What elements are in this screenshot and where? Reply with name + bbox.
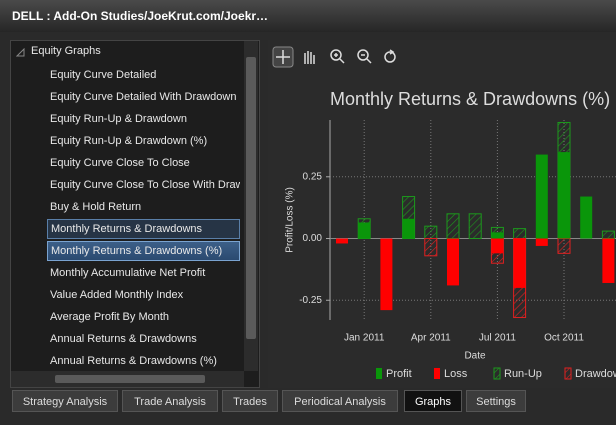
bar [402,218,415,239]
y-tick-label: 0.25 [303,171,323,182]
chart-panel: Monthly Returns & Drawdowns (%) Profit/L… [268,40,616,388]
legend-label: Loss [444,368,468,380]
tree-panel: Equity Graphs Equity Curve Detailed Equit… [10,40,260,388]
hand-tool[interactable] [304,51,315,64]
bar [424,238,438,257]
tab[interactable]: Periodical Analysis [282,390,398,412]
chart: Monthly Returns & Drawdowns (%) Profit/L… [272,46,616,380]
x-axis-label: Date [464,351,486,362]
tab[interactable]: Strategy Analysis [12,390,118,412]
bar [468,213,482,240]
x-tick-label: Oct 2011 [544,333,584,344]
bar [336,238,348,244]
bar [447,238,459,286]
bar [513,228,527,240]
bar [557,238,571,254]
h-scrollbar[interactable] [11,371,244,387]
chart-title: Monthly Returns & Drawdowns (%) [330,89,610,109]
bar [358,222,371,239]
tree-item[interactable]: Equity Curve Detailed [50,69,157,81]
cross-icon [276,50,290,64]
bar [535,154,548,239]
tree-item[interactable]: Annual Returns & Drawdowns (%) [50,355,217,367]
scroll-thumb[interactable] [55,375,205,383]
bar [602,238,615,283]
x-tick-label: Jan 2011 [344,333,385,344]
y-axis-label: Profit/Loss (%) [285,187,296,253]
bar [491,238,504,254]
x-tick-label: Apr 2011 [411,333,451,344]
legend-swatch [564,367,572,380]
bar [446,213,460,240]
window-title: DELL : Add-On Studies/JoeKrut.com/Joekr… [12,9,269,23]
zoom-in-tool[interactable] [330,49,342,61]
tree-item[interactable]: Equity Run-Up & Drawdown (%) [50,135,208,147]
tree-item[interactable]: Annual Returns & Drawdowns [50,333,197,345]
tab[interactable]: Graphs [404,390,462,412]
bar [580,196,593,239]
title-bar: DELL : Add-On Studies/JoeKrut.com/Joekr… [0,0,616,32]
bar [535,238,548,246]
bar [424,225,438,240]
tree-item[interactable]: Equity Curve Close To Close [50,157,190,169]
expander[interactable] [16,48,26,58]
bar [513,238,526,288]
reset-tool[interactable] [384,51,396,63]
y-tick-label: 0.00 [303,233,323,244]
tree-item[interactable]: Equity Run-Up & Drawdown [50,113,187,125]
legend-label: Profit [386,368,412,380]
tree-item[interactable]: Value Added Monthly Index [50,289,184,301]
legend-label: Drawdown [575,368,616,380]
legend-swatch [376,368,382,379]
zoom-out-tool[interactable] [357,49,369,61]
bar [380,238,393,311]
tree-item[interactable]: Buy & Hold Return [50,201,142,213]
legend-swatch [493,367,501,380]
x-tick-label: Jul 2011 [479,333,517,344]
tree-root[interactable]: Equity Graphs [31,45,101,57]
tab[interactable]: Trades [222,390,278,412]
v-scrollbar[interactable] [244,41,258,371]
tree-item[interactable]: Monthly Returns & Drawdowns (%) [47,241,240,261]
tab[interactable]: Settings [466,390,526,412]
bar [558,152,570,239]
tree-item[interactable]: Monthly Accumulative Net Profit [50,267,206,279]
tab-bar: Strategy Analysis Trade Analysis Trades Per… [0,388,616,425]
scroll-thumb[interactable] [246,57,256,339]
tree-item[interactable]: Equity Curve Close To Close With Drawd [50,179,240,191]
tab[interactable]: Trade Analysis [122,390,218,412]
tree-item[interactable]: Average Profit By Month [50,311,170,323]
tree-item[interactable]: Equity Curve Detailed With Drawdown [50,91,237,103]
tree-item[interactable]: Monthly Returns & Drawdowns [47,219,240,239]
legend-swatch [434,368,440,379]
toolbar [272,46,396,68]
y-tick-label: -0.25 [299,295,322,306]
bar [491,232,504,239]
legend-label: Run-Up [504,368,542,380]
bar [601,230,615,240]
